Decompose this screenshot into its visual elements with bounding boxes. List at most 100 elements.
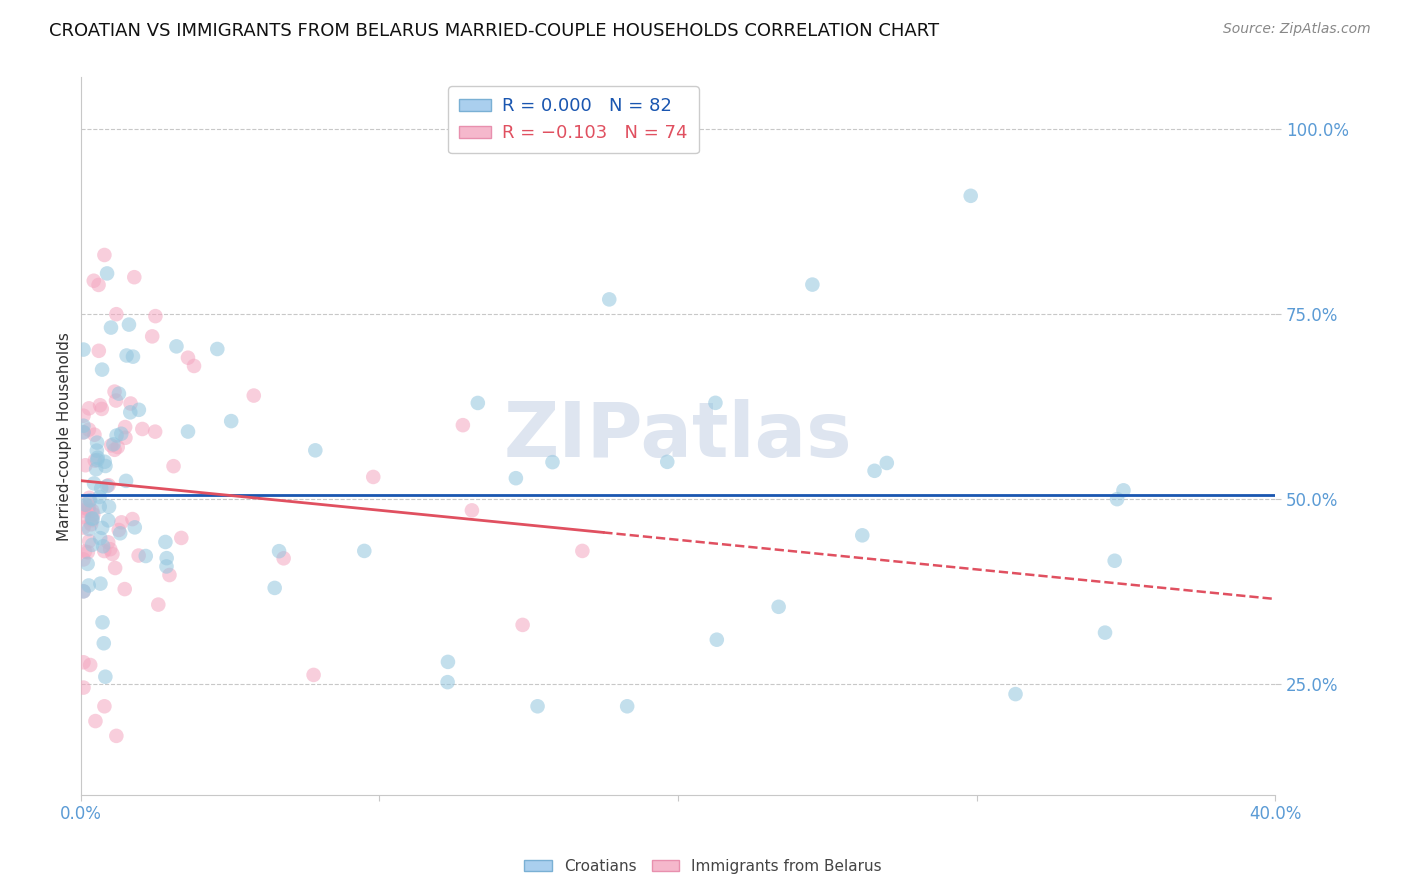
Point — [80, 511, 103, 525]
Point — [83, 427, 105, 442]
Point — [101, 547, 124, 561]
Point — [90, 481, 112, 495]
Point — [84, 714, 107, 728]
Point — [91, 521, 114, 535]
Point — [97, 535, 120, 549]
Point — [98, 500, 121, 514]
Point — [451, 418, 474, 433]
Point — [105, 729, 128, 743]
Point — [141, 329, 163, 343]
Point — [72, 503, 94, 517]
Point — [72, 343, 94, 357]
Point — [461, 503, 484, 517]
Point — [541, 455, 564, 469]
Point — [89, 490, 111, 504]
Point — [219, 414, 242, 428]
Point — [94, 458, 117, 473]
Point — [122, 350, 145, 364]
Point — [876, 456, 898, 470]
Point — [437, 655, 460, 669]
Point — [90, 401, 112, 416]
Point — [1094, 625, 1116, 640]
Point — [1104, 554, 1126, 568]
Point — [156, 551, 179, 566]
Point — [242, 388, 264, 402]
Point — [851, 528, 873, 542]
Point — [159, 568, 181, 582]
Point — [1004, 687, 1026, 701]
Point — [114, 420, 136, 434]
Point — [107, 440, 129, 454]
Point — [83, 274, 105, 288]
Point — [304, 443, 326, 458]
Point — [177, 425, 200, 439]
Point — [93, 455, 115, 469]
Point — [72, 409, 94, 423]
Point — [91, 615, 114, 630]
Point — [79, 493, 101, 508]
Point — [1107, 492, 1129, 507]
Point — [84, 462, 107, 476]
Point — [155, 559, 177, 574]
Point — [170, 531, 193, 545]
Point — [72, 425, 94, 440]
Point — [571, 544, 593, 558]
Point — [110, 426, 132, 441]
Point — [76, 545, 98, 559]
Point — [97, 478, 120, 492]
Point — [657, 455, 679, 469]
Point — [467, 396, 489, 410]
Point — [131, 422, 153, 436]
Point — [93, 636, 115, 650]
Point — [526, 699, 548, 714]
Point — [72, 510, 94, 524]
Point — [121, 512, 143, 526]
Point — [82, 508, 104, 522]
Point — [96, 267, 118, 281]
Point — [83, 476, 105, 491]
Point — [103, 437, 125, 451]
Point — [302, 668, 325, 682]
Point — [1112, 483, 1135, 498]
Point — [72, 552, 94, 566]
Text: Source: ZipAtlas.com: Source: ZipAtlas.com — [1223, 22, 1371, 37]
Point — [82, 512, 104, 526]
Point — [353, 544, 375, 558]
Point — [107, 523, 129, 537]
Point — [704, 396, 727, 410]
Point — [79, 491, 101, 505]
Legend: R = 0.000   N = 82, R = −0.103   N = 74: R = 0.000 N = 82, R = −0.103 N = 74 — [449, 87, 699, 153]
Point — [598, 293, 620, 307]
Point — [768, 599, 790, 614]
Text: CROATIAN VS IMMIGRANTS FROM BELARUS MARRIED-COUPLE HOUSEHOLDS CORRELATION CHART: CROATIAN VS IMMIGRANTS FROM BELARUS MARR… — [49, 22, 939, 40]
Point — [98, 542, 121, 557]
Point — [114, 582, 136, 596]
Point — [72, 655, 94, 669]
Point — [124, 520, 146, 534]
Point — [72, 500, 94, 515]
Point — [100, 320, 122, 334]
Point — [77, 499, 100, 513]
Point — [263, 581, 285, 595]
Point — [86, 453, 108, 467]
Point — [86, 443, 108, 458]
Point — [143, 425, 166, 439]
Point — [108, 526, 131, 541]
Point — [706, 632, 728, 647]
Point — [361, 470, 384, 484]
Point — [89, 576, 111, 591]
Point — [89, 398, 111, 412]
Point — [120, 405, 142, 419]
Point — [80, 517, 103, 532]
Point — [72, 584, 94, 599]
Point — [100, 438, 122, 452]
Point — [108, 386, 131, 401]
Point — [72, 418, 94, 433]
Point — [801, 277, 824, 292]
Point — [87, 277, 110, 292]
Point — [72, 681, 94, 695]
Point — [82, 503, 104, 517]
Text: ZIPatlas: ZIPatlas — [503, 400, 852, 474]
Point — [76, 557, 98, 571]
Point — [93, 544, 115, 558]
